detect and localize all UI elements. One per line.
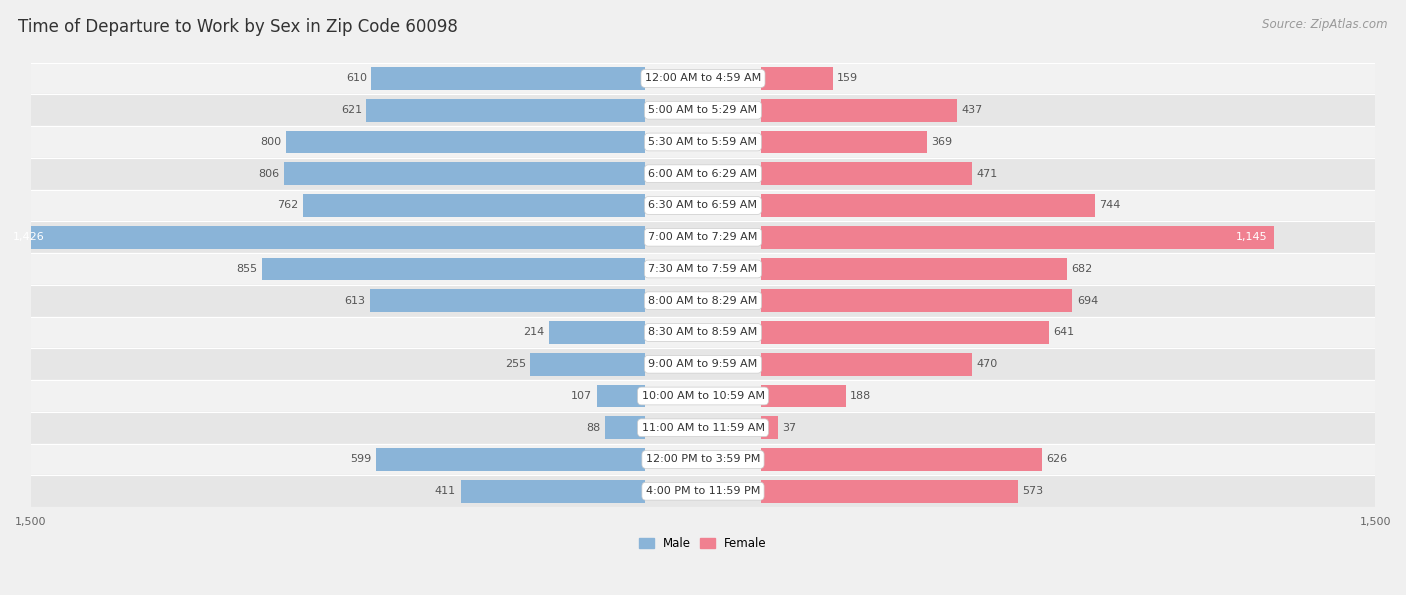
- Text: 613: 613: [344, 296, 366, 306]
- Text: 6:30 AM to 6:59 AM: 6:30 AM to 6:59 AM: [648, 201, 758, 211]
- Bar: [31, 317, 1375, 348]
- Bar: [284, 162, 645, 185]
- Text: 641: 641: [1053, 327, 1074, 337]
- Bar: [31, 190, 1375, 221]
- Bar: [761, 353, 972, 375]
- Bar: [31, 126, 1375, 158]
- Bar: [606, 416, 645, 439]
- Bar: [31, 221, 1375, 253]
- Text: 88: 88: [586, 422, 600, 433]
- Bar: [761, 321, 1049, 344]
- Bar: [461, 480, 645, 503]
- Text: 437: 437: [962, 105, 983, 115]
- Bar: [31, 380, 1375, 412]
- Text: 107: 107: [571, 391, 592, 401]
- Text: 188: 188: [851, 391, 872, 401]
- Text: 5:00 AM to 5:29 AM: 5:00 AM to 5:29 AM: [648, 105, 758, 115]
- Text: 694: 694: [1077, 296, 1098, 306]
- Bar: [596, 384, 645, 408]
- Legend: Male, Female: Male, Female: [634, 532, 772, 555]
- Bar: [761, 162, 973, 185]
- Bar: [31, 348, 1375, 380]
- Text: 855: 855: [236, 264, 257, 274]
- Bar: [31, 253, 1375, 285]
- Bar: [761, 194, 1095, 217]
- Text: 5:30 AM to 5:59 AM: 5:30 AM to 5:59 AM: [648, 137, 758, 147]
- Bar: [761, 480, 1018, 503]
- Text: 369: 369: [931, 137, 952, 147]
- Bar: [530, 353, 645, 375]
- Bar: [287, 130, 645, 154]
- Bar: [367, 99, 645, 121]
- Bar: [6, 226, 645, 249]
- Text: 470: 470: [976, 359, 998, 369]
- Bar: [31, 444, 1375, 475]
- Bar: [761, 289, 1073, 312]
- Text: 214: 214: [523, 327, 544, 337]
- Text: Source: ZipAtlas.com: Source: ZipAtlas.com: [1263, 18, 1388, 31]
- Bar: [761, 67, 832, 90]
- Text: 7:00 AM to 7:29 AM: 7:00 AM to 7:29 AM: [648, 232, 758, 242]
- Text: 762: 762: [277, 201, 298, 211]
- Text: Time of Departure to Work by Sex in Zip Code 60098: Time of Departure to Work by Sex in Zip …: [18, 18, 458, 36]
- Text: 610: 610: [346, 73, 367, 83]
- Text: 7:30 AM to 7:59 AM: 7:30 AM to 7:59 AM: [648, 264, 758, 274]
- Bar: [377, 448, 645, 471]
- Bar: [761, 130, 927, 154]
- Text: 4:00 PM to 11:59 PM: 4:00 PM to 11:59 PM: [645, 486, 761, 496]
- Text: 10:00 AM to 10:59 AM: 10:00 AM to 10:59 AM: [641, 391, 765, 401]
- Text: 1,426: 1,426: [13, 232, 44, 242]
- Bar: [761, 99, 957, 121]
- Bar: [31, 285, 1375, 317]
- Text: 12:00 PM to 3:59 PM: 12:00 PM to 3:59 PM: [645, 455, 761, 465]
- Text: 744: 744: [1099, 201, 1121, 211]
- Text: 599: 599: [350, 455, 371, 465]
- Bar: [262, 258, 645, 280]
- Bar: [548, 321, 645, 344]
- Text: 1,145: 1,145: [1236, 232, 1268, 242]
- Text: 8:30 AM to 8:59 AM: 8:30 AM to 8:59 AM: [648, 327, 758, 337]
- Text: 9:00 AM to 9:59 AM: 9:00 AM to 9:59 AM: [648, 359, 758, 369]
- Bar: [304, 194, 645, 217]
- Text: 6:00 AM to 6:29 AM: 6:00 AM to 6:29 AM: [648, 169, 758, 178]
- Bar: [761, 416, 778, 439]
- Text: 37: 37: [782, 422, 796, 433]
- Bar: [31, 412, 1375, 444]
- Text: 411: 411: [434, 486, 456, 496]
- Text: 11:00 AM to 11:59 AM: 11:00 AM to 11:59 AM: [641, 422, 765, 433]
- Bar: [371, 67, 645, 90]
- Bar: [31, 158, 1375, 190]
- Bar: [31, 95, 1375, 126]
- Bar: [761, 258, 1067, 280]
- Text: 806: 806: [257, 169, 278, 178]
- Text: 800: 800: [260, 137, 281, 147]
- Text: 682: 682: [1071, 264, 1092, 274]
- Text: 626: 626: [1046, 455, 1067, 465]
- Bar: [370, 289, 645, 312]
- Text: 255: 255: [505, 359, 526, 369]
- Text: 12:00 AM to 4:59 AM: 12:00 AM to 4:59 AM: [645, 73, 761, 83]
- Text: 159: 159: [837, 73, 858, 83]
- Bar: [31, 475, 1375, 507]
- Bar: [761, 384, 845, 408]
- Text: 8:00 AM to 8:29 AM: 8:00 AM to 8:29 AM: [648, 296, 758, 306]
- Text: 471: 471: [977, 169, 998, 178]
- Bar: [761, 448, 1042, 471]
- Bar: [31, 62, 1375, 95]
- Bar: [761, 226, 1274, 249]
- Text: 573: 573: [1022, 486, 1043, 496]
- Text: 621: 621: [340, 105, 361, 115]
